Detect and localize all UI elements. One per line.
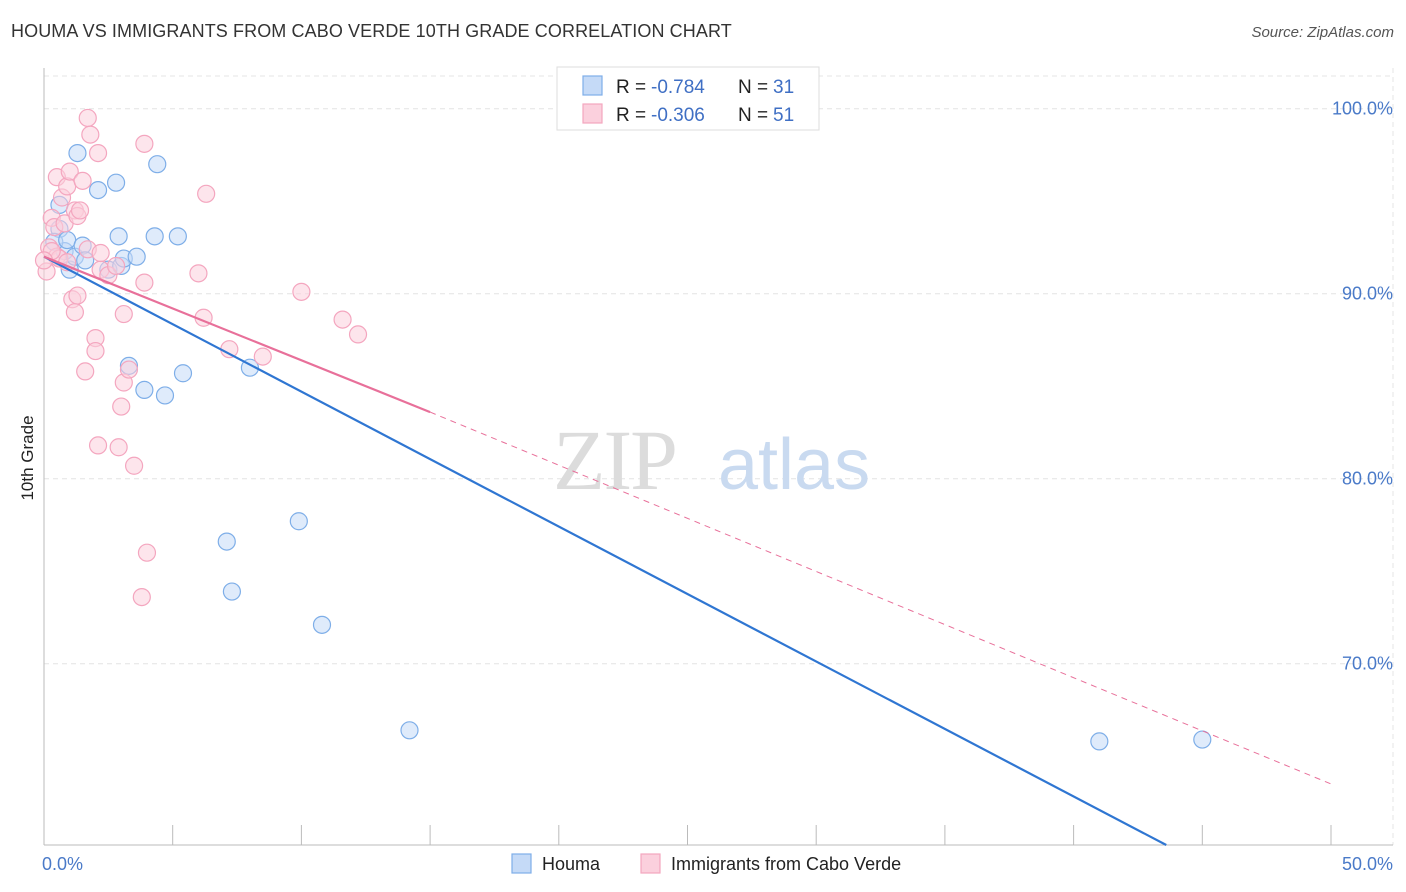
cabo-verde-trend-line-extension — [429, 411, 1332, 785]
houma-point-19 — [148, 155, 167, 174]
legend-n-label-1: N = — [738, 77, 768, 98]
houma-point-10 — [88, 181, 108, 200]
houma-point-15 — [127, 247, 146, 266]
cabo-verde-point-17 — [65, 303, 84, 322]
houma-point-28 — [312, 615, 332, 634]
houma-point-22 — [155, 386, 175, 405]
houma-point-21 — [135, 380, 154, 399]
watermark: ZIP atlas — [553, 412, 870, 508]
houma-trend-line — [43, 255, 1167, 846]
cabo-verde-point-32 — [119, 360, 139, 379]
svg-text:atlas: atlas — [718, 425, 870, 505]
cabo-verde-trend-line — [43, 255, 431, 414]
cabo-verde-point-27 — [91, 243, 110, 263]
houma-point-16 — [109, 227, 128, 246]
houma-point-26 — [222, 582, 242, 601]
chart-title: HOUMA VS IMMIGRANTS FROM CABO VERDE 10TH… — [11, 21, 732, 41]
legend-swatch-cabo-verde — [582, 103, 603, 124]
y-tick-label-3: 100.0% — [1332, 99, 1393, 119]
houma-point-27 — [289, 512, 308, 531]
tick-labels: 70.0% 80.0% 90.0% 100.0% 0.0% 50.0% — [42, 99, 1393, 874]
bottom-legend: Houma Immigrants from Cabo Verde — [511, 853, 901, 874]
houma-point-17 — [145, 227, 164, 246]
trend-lines — [43, 255, 1332, 846]
houma-point-6 — [58, 230, 77, 250]
houma-point-9 — [68, 144, 87, 163]
cabo-verde-point-14 — [73, 171, 92, 190]
cabo-verde-point-29 — [114, 304, 133, 324]
legend-r-value-cabo-verde: -0.306 — [651, 105, 705, 126]
cabo-verde-point-24 — [81, 125, 100, 144]
cabo-verde-point-33 — [124, 456, 144, 475]
houma-point-29 — [400, 721, 419, 740]
x-tick-label-1: 50.0% — [1342, 854, 1393, 874]
cabo-verde-point-44 — [253, 347, 272, 366]
legend-n-value-cabo-verde: 51 — [773, 105, 794, 126]
cabo-verde-point-21 — [86, 341, 105, 361]
x-tick-label-0: 0.0% — [42, 854, 83, 874]
legend-r-value-houma: -0.784 — [651, 77, 705, 98]
svg-text:ZIP: ZIP — [553, 412, 676, 508]
cabo-verde-point-13 — [70, 201, 90, 220]
legend-r-label-1: R = — [616, 77, 646, 98]
cabo-verde-point-28 — [106, 256, 126, 276]
legend: R = -0.784 N = 31 R = -0.306 N = 51 — [556, 66, 820, 131]
grid-lines — [44, 68, 1394, 845]
cabo-verde-point-9 — [58, 177, 77, 196]
data-points — [34, 108, 1212, 751]
cabo-verde-point-40 — [197, 184, 216, 203]
houma-point-31 — [1193, 730, 1212, 749]
y-tick-label-0: 70.0% — [1342, 654, 1393, 674]
bottom-legend-label-cabo-verde: Immigrants from Cabo Verde — [671, 854, 901, 874]
cabo-verde-point-47 — [348, 325, 368, 344]
houma-point-25 — [217, 532, 236, 551]
y-tick-label-2: 90.0% — [1342, 284, 1393, 304]
bottom-legend-swatch-cabo-verde — [640, 853, 661, 874]
cabo-verde-point-18 — [68, 286, 87, 305]
cabo-verde-point-38 — [135, 134, 154, 153]
houma-point-23 — [173, 364, 193, 383]
cabo-verde-point-43 — [220, 340, 239, 359]
legend-n-value-houma: 31 — [773, 77, 794, 98]
houma-point-18 — [168, 227, 187, 246]
cabo-verde-point-36 — [137, 543, 157, 562]
cabo-verde-point-46 — [333, 310, 352, 329]
cabo-verde-point-31 — [112, 397, 131, 416]
cabo-verde-point-45 — [292, 282, 311, 301]
axes — [43, 68, 1393, 846]
cabo-verde-point-37 — [132, 587, 151, 607]
y-tick-label-1: 80.0% — [1342, 469, 1393, 489]
legend-n-label-2: N = — [738, 105, 768, 126]
legend-swatch-houma — [582, 75, 603, 96]
houma-point-30 — [1090, 732, 1109, 751]
cabo-verde-point-22 — [88, 144, 108, 163]
cabo-verde-point-10 — [60, 162, 79, 181]
cabo-verde-point-23 — [78, 108, 97, 128]
cabo-verde-point-34 — [88, 436, 108, 455]
cabo-verde-point-41 — [189, 264, 208, 283]
bottom-legend-swatch-houma — [511, 853, 532, 874]
houma-point-11 — [106, 173, 126, 192]
cabo-verde-point-19 — [76, 362, 95, 381]
legend-r-label-2: R = — [616, 105, 646, 126]
source-label: Source: ZipAtlas.com — [1251, 24, 1394, 41]
cabo-verde-point-39 — [135, 273, 154, 292]
bottom-legend-label-houma: Houma — [542, 854, 601, 874]
cabo-verde-point-35 — [109, 438, 128, 457]
